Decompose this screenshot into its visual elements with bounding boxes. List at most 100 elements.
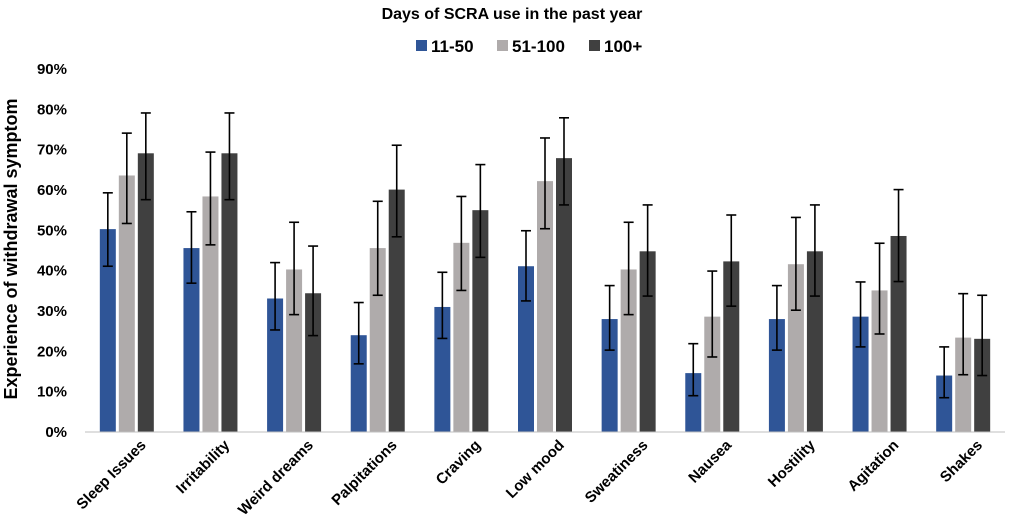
- bar-weird-dreams-100: [305, 293, 322, 432]
- bar-weird-dreams-51-100: [286, 269, 303, 432]
- y-tick-label: 70%: [37, 142, 67, 159]
- legend-label: 11-50: [431, 37, 474, 56]
- error-bar-sweatiness-100: [642, 204, 653, 297]
- bar-nausea-11-50: [685, 373, 702, 432]
- category-label-agitation: Agitation: [844, 437, 902, 495]
- y-tick-label: 20%: [37, 343, 67, 360]
- error-bar-palpitations-11-50: [353, 301, 364, 365]
- error-bar-shakes-100: [977, 294, 988, 377]
- bar-weird-dreams-11-50: [267, 298, 284, 432]
- y-tick-label: 90%: [37, 61, 67, 78]
- y-tick-label: 80%: [37, 101, 67, 118]
- bar-irritability-51-100: [202, 196, 219, 432]
- error-bar-agitation-100: [893, 188, 904, 283]
- legend-swatch: [497, 40, 508, 51]
- bar-sleep-issues-100: [137, 153, 154, 432]
- error-bar-nausea-51-100: [707, 270, 718, 358]
- bar-sweatiness-11-50: [601, 319, 618, 432]
- y-tick-label: 50%: [37, 222, 67, 239]
- y-tick-label: 40%: [37, 263, 67, 280]
- category-label-low-mood: Low mood: [503, 437, 568, 502]
- category-labels: Sleep Issues Irritability Weird dreams Palp…: [73, 436, 986, 518]
- error-bar-sleep-issues-51-100: [121, 132, 132, 225]
- category-label-irritability: Irritability: [173, 436, 234, 497]
- bars: [99, 153, 991, 433]
- error-bar-hostility-11-50: [771, 284, 782, 351]
- bar-craving-100: [472, 210, 489, 432]
- error-bar-craving-51-100: [456, 195, 467, 292]
- bar-low-mood-51-100: [537, 181, 553, 432]
- chart-title: Days of SCRA use in the past year: [382, 6, 643, 23]
- error-bar-craving-11-50: [437, 271, 448, 340]
- error-bar-sweatiness-51-100: [623, 221, 634, 316]
- category-label-craving: Craving: [433, 437, 485, 489]
- error-bar-nausea-11-50: [688, 342, 699, 397]
- legend: 11-50 51-100 100+: [416, 37, 642, 56]
- error-bar-shakes-11-50: [939, 346, 950, 399]
- error-bar-agitation-51-100: [874, 242, 885, 335]
- category-label-shakes: Shakes: [937, 437, 986, 486]
- error-bar-nausea-100: [726, 214, 737, 307]
- legend-item-100: 100+: [589, 37, 642, 56]
- legend-swatch: [416, 40, 427, 51]
- error-bar-low-mood-100: [559, 117, 569, 206]
- category-label-sleep-issues: Sleep Issues: [73, 437, 149, 513]
- legend-label: 51-100: [512, 37, 565, 56]
- legend-swatch: [589, 40, 600, 51]
- bar-irritability-11-50: [183, 248, 200, 432]
- error-bar-irritability-11-50: [186, 210, 197, 284]
- y-axis-label: Experience of withdrawal symptom: [1, 98, 21, 399]
- error-bar-irritability-51-100: [205, 151, 216, 246]
- bar-sleep-issues-51-100: [118, 175, 135, 433]
- error-bar-low-mood-51-100: [540, 137, 550, 230]
- error-bars: [102, 112, 988, 399]
- bar-irritability-100: [221, 153, 238, 432]
- error-bar-hostility-100: [809, 204, 820, 297]
- bar-sweatiness-51-100: [620, 269, 637, 432]
- error-bar-weird-dreams-11-50: [270, 261, 281, 331]
- error-bar-palpitations-51-100: [372, 200, 383, 297]
- y-tick-label: 0%: [45, 424, 67, 441]
- bar-palpitations-51-100: [369, 248, 386, 432]
- category-label-palpitations: Palpitations: [328, 437, 400, 509]
- y-tick-label: 60%: [37, 182, 67, 199]
- bar-agitation-11-50: [852, 316, 869, 432]
- legend-item-11-50: 11-50: [416, 37, 474, 56]
- category-label-nausea: Nausea: [685, 436, 735, 486]
- bar-shakes-100: [974, 338, 991, 432]
- error-bar-palpitations-100: [391, 144, 402, 238]
- error-bar-sleep-issues-100: [140, 112, 151, 201]
- bar-hostility-11-50: [768, 319, 785, 432]
- bar-agitation-100: [890, 235, 907, 432]
- bar-palpitations-100: [388, 189, 405, 432]
- error-bar-sleep-issues-11-50: [102, 192, 113, 268]
- bar-hostility-51-100: [787, 264, 804, 432]
- error-bar-agitation-11-50: [855, 281, 866, 348]
- error-bar-weird-dreams-51-100: [289, 221, 300, 316]
- y-axis-ticks: 0% 10% 20% 30% 40% 50% 60% 70% 80% 90%: [37, 61, 67, 441]
- category-label-sweatiness: Sweatiness: [582, 437, 652, 507]
- bar-agitation-51-100: [871, 290, 888, 432]
- bar-nausea-100: [723, 261, 740, 432]
- category-label-hostility: Hostility: [765, 436, 819, 490]
- error-bar-irritability-100: [224, 112, 235, 201]
- category-label-weird-dreams: Weird dreams: [235, 437, 317, 519]
- bar-shakes-11-50: [936, 375, 953, 432]
- y-tick-label: 30%: [37, 303, 67, 320]
- bar-low-mood-11-50: [518, 266, 534, 432]
- legend-label: 100+: [604, 37, 642, 56]
- bar-sleep-issues-11-50: [99, 229, 116, 432]
- y-tick-label: 10%: [37, 384, 67, 401]
- error-bar-hostility-51-100: [790, 216, 801, 311]
- error-bar-low-mood-11-50: [521, 229, 531, 302]
- error-bar-craving-100: [475, 163, 486, 259]
- bar-low-mood-100: [556, 158, 572, 433]
- error-bar-shakes-51-100: [958, 292, 969, 376]
- error-bar-weird-dreams-100: [308, 245, 319, 337]
- error-bar-sweatiness-11-50: [604, 284, 615, 351]
- bar-palpitations-11-50: [350, 335, 367, 432]
- bar-nausea-51-100: [704, 316, 721, 432]
- bar-shakes-51-100: [955, 337, 972, 432]
- legend-item-51-100: 51-100: [497, 37, 565, 56]
